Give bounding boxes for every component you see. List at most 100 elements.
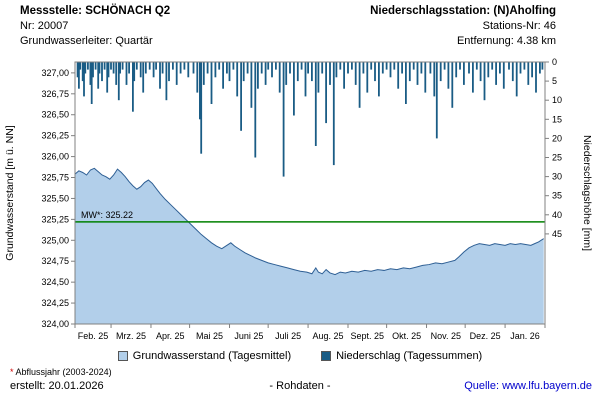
precip-bar [332, 62, 335, 166]
precip-bar [101, 62, 103, 82]
precip-bar [374, 62, 376, 82]
precip-bar [179, 62, 182, 74]
precip-bar [304, 62, 307, 97]
precip-bar [475, 62, 478, 70]
precip-bar [232, 62, 235, 70]
precip-bar [254, 62, 257, 158]
precip-bar [539, 62, 541, 74]
precip-bar [250, 62, 253, 108]
raw-data-note: - Rohdaten - [269, 380, 331, 392]
x-month-label: Juli 25 [275, 331, 301, 341]
precip-bar [210, 62, 213, 104]
footnote-marker: * [10, 367, 14, 377]
precip-bar [405, 62, 407, 104]
y-tick-label-right: 40 [552, 210, 562, 220]
source-link[interactable]: Quelle: www.lfu.bayern.de [464, 380, 592, 392]
precip-bar [468, 62, 470, 74]
precip-bar [222, 62, 224, 89]
precip-bar [483, 62, 486, 101]
chart-svg: MW*: 325.22 327,00 326,75 326,50 326,25 326,0… [4, 57, 593, 341]
precip-bar [293, 62, 295, 116]
y-tick-label-right: 10 [552, 95, 562, 105]
precip-bar [499, 62, 501, 74]
y-tick-label-left: 327,00 [41, 68, 69, 78]
plot-border [74, 61, 546, 325]
precip-bar [267, 62, 270, 70]
y-tick-label-left: 324,50 [41, 277, 69, 287]
precip-bar [226, 62, 228, 74]
precip-bar [87, 62, 89, 70]
precip-bar [90, 62, 93, 104]
precip-bar [435, 62, 438, 139]
precip-station-distance: Entfernung: 4.38 km [456, 35, 556, 47]
precip-bar [168, 62, 170, 82]
precip-bar [148, 62, 151, 70]
y-tick-label-left: 326,75 [41, 89, 69, 99]
precip-bar [443, 62, 446, 70]
precip-bar [479, 62, 482, 82]
precip-bar [117, 62, 120, 101]
precip-bar [260, 62, 263, 74]
precip-bar [275, 62, 277, 70]
precip-bar [381, 62, 384, 74]
x-month-label: Jan. 26 [510, 331, 540, 341]
x-month-label: Feb. 25 [78, 331, 109, 341]
precip-bar [271, 62, 273, 78]
precip-bar [447, 62, 450, 89]
precip-bar [202, 62, 205, 85]
header-right: Niederschlagsstation: (N)Aholfing Statio… [370, 5, 556, 47]
precip-bar [78, 62, 80, 89]
x-month-label: Nov. 25 [431, 331, 461, 341]
precip-bar [206, 62, 209, 74]
precip-bar [325, 62, 327, 124]
y-tick-label-left: 326,50 [41, 110, 69, 120]
precip-bar [285, 62, 288, 85]
precip-bar [89, 62, 92, 85]
precip-bar [502, 62, 505, 89]
precip-bar [278, 62, 281, 93]
y-tick-label-left: 326,25 [41, 131, 69, 141]
groundwater-line [74, 167, 544, 276]
precip-bar [76, 62, 79, 78]
precip-bar [196, 62, 199, 93]
created-date: erstellt: 20.01.2026 [10, 380, 104, 392]
legend-label-groundwater: Grundwasserstand (Tagesmittel) [132, 350, 292, 362]
precip-bar [183, 62, 186, 70]
precip-bar [112, 62, 115, 74]
precip-bar [107, 62, 110, 78]
precip-bar [389, 62, 392, 78]
mean-line-label: MW*: 325.22 [81, 210, 133, 220]
precip-bar [329, 62, 331, 85]
precip-bar [289, 62, 291, 74]
precip-bar [175, 62, 178, 85]
station-number: Nr: 20007 [20, 20, 69, 32]
precip-bar [455, 62, 458, 78]
y-tick-label-right: 0 [552, 57, 557, 67]
precip-bar [351, 62, 353, 70]
precip-bar [236, 62, 239, 97]
precip-bar [257, 62, 259, 89]
precip-bar [119, 62, 121, 74]
x-month-label: Okt. 25 [392, 331, 421, 341]
precip-bar [420, 62, 423, 74]
precip-bar [192, 62, 195, 74]
precip-bar [296, 62, 299, 82]
precip-bar [135, 62, 138, 70]
footnote-text: Abflussjahr (2003-2024) [15, 367, 112, 377]
precip-bar [511, 62, 514, 82]
precip-station-title: Niederschlagsstation: (N)Aholfing [370, 5, 556, 17]
precip-bar [416, 62, 419, 85]
precip-bar [354, 62, 357, 85]
groundwater-swatch-icon [117, 351, 128, 361]
precip-bar [317, 62, 320, 93]
y-axis-title-right: Niederschlagshöhe [mm] [581, 135, 593, 251]
precip-bar [152, 62, 155, 78]
footnote: * Abflussjahr (2003-2024) [10, 367, 112, 377]
precip-bar [142, 62, 145, 93]
source-url[interactable]: www.lfu.bayern.de [502, 380, 592, 392]
precip-bar [246, 62, 249, 74]
precip-bar [408, 62, 411, 82]
x-month-label: Mai 25 [196, 331, 223, 341]
y-tick-label-right: 25 [552, 153, 562, 163]
precip-bar [103, 62, 106, 70]
